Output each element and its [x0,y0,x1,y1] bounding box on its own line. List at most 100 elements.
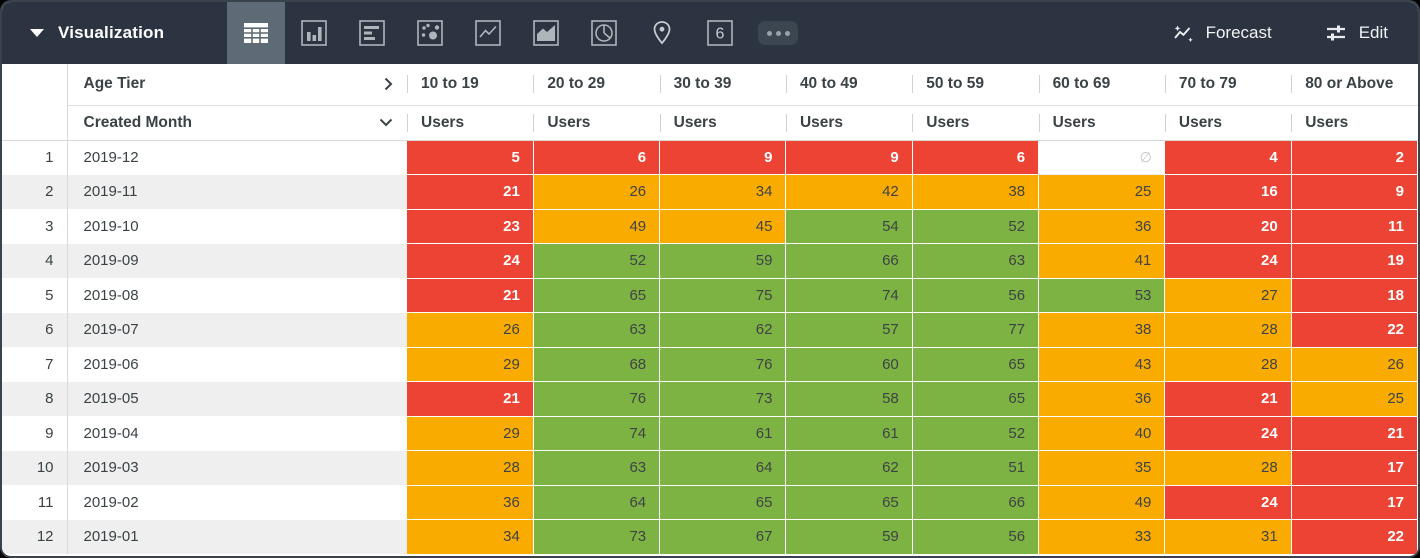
dimension-cell[interactable]: 2019-03 [67,450,407,485]
measure-cell[interactable]: 56 [912,519,1040,555]
measure-cell[interactable]: 49 [1038,485,1166,520]
dimension-cell[interactable]: 2019-01 [67,519,407,554]
measure-cell[interactable]: 65 [785,485,913,520]
measure-cell[interactable]: 26 [1291,347,1418,382]
measure-cell[interactable]: 62 [659,312,787,348]
measure-column-header[interactable]: Users [533,105,660,141]
measure-cell[interactable]: 28 [1164,312,1292,348]
measure-cell[interactable]: 28 [1164,347,1292,382]
measure-cell[interactable]: 75 [659,278,787,313]
measure-cell[interactable]: 61 [785,416,913,451]
measure-cell[interactable]: 23 [407,209,534,244]
measure-cell[interactable]: 76 [659,347,787,382]
measure-cell[interactable]: 6 [533,140,661,175]
viz-type-pie-chart-button[interactable] [575,2,633,64]
measure-cell[interactable]: 34 [407,519,534,555]
measure-cell[interactable]: 76 [533,381,661,417]
edit-button[interactable]: Edit [1324,21,1388,45]
measure-cell[interactable]: 25 [1038,174,1166,210]
viz-type-scatter-plot-button[interactable] [401,2,459,64]
measure-cell[interactable]: 65 [659,485,787,520]
pivot-column-header[interactable]: 10 to 19 [407,64,534,106]
measure-cell[interactable]: 21 [407,381,534,417]
measure-cell[interactable]: 43 [1038,347,1166,382]
measure-cell[interactable]: 29 [407,347,534,382]
viz-type-bar-chart-button[interactable] [343,2,401,64]
measure-cell[interactable]: 36 [407,485,534,520]
measure-cell[interactable]: 6 [912,140,1040,175]
measure-column-header[interactable]: Users [1038,105,1165,141]
measure-cell[interactable]: 74 [785,278,913,313]
pivot-column-header[interactable]: 20 to 29 [533,64,660,106]
measure-cell[interactable]: 24 [407,243,534,279]
measure-cell[interactable]: 9 [785,140,913,175]
measure-cell[interactable]: 31 [1164,519,1292,555]
measure-cell[interactable]: 21 [407,174,534,210]
measure-cell[interactable]: 58 [785,381,913,417]
measure-cell[interactable]: 22 [1291,519,1418,555]
measure-cell[interactable]: 52 [912,209,1040,244]
measure-cell[interactable]: 64 [533,485,661,520]
measure-cell[interactable]: 20 [1164,209,1292,244]
viz-type-more-options-button[interactable] [749,2,807,64]
measure-cell[interactable]: 26 [533,174,661,210]
viz-type-line-chart-button[interactable] [459,2,517,64]
measure-cell[interactable]: 51 [912,450,1040,486]
measure-cell[interactable]: 68 [533,347,661,382]
measure-cell[interactable]: 59 [659,243,787,279]
measure-column-header[interactable]: Users [1291,105,1418,141]
measure-cell[interactable]: 9 [659,140,787,175]
measure-cell[interactable]: 17 [1291,450,1418,486]
measure-cell[interactable]: 38 [912,174,1040,210]
measure-cell[interactable]: 60 [785,347,913,382]
viz-type-map-button[interactable] [633,2,691,64]
measure-cell[interactable]: 65 [533,278,661,313]
measure-cell[interactable]: 36 [1038,209,1166,244]
pivot-column-header[interactable]: 60 to 69 [1038,64,1165,106]
dimension-cell[interactable]: 2019-05 [67,381,407,416]
measure-cell[interactable]: 16 [1164,174,1292,210]
measure-cell[interactable]: 35 [1038,450,1166,486]
measure-cell[interactable]: 33 [1038,519,1166,555]
visualization-selector[interactable]: Visualization [2,23,227,43]
measure-cell[interactable]: 63 [912,243,1040,279]
measure-cell[interactable]: 22 [1291,312,1418,348]
dimension-field-header[interactable]: Created Month [67,105,407,141]
measure-cell[interactable]: 66 [785,243,913,279]
measure-cell[interactable]: 21 [407,278,534,313]
measure-cell[interactable]: 25 [1291,381,1418,417]
measure-cell[interactable]: 52 [912,416,1040,451]
measure-cell[interactable]: 45 [659,209,787,244]
measure-cell[interactable]: 56 [912,278,1040,313]
measure-cell[interactable]: 73 [533,519,661,555]
dimension-cell[interactable]: 2019-06 [83,355,139,373]
measure-cell[interactable]: 11 [1291,209,1418,244]
measure-cell[interactable]: 28 [407,450,534,486]
measure-cell[interactable]: 62 [785,450,913,486]
measure-cell[interactable]: 27 [1164,278,1292,313]
measure-cell[interactable]: 26 [407,312,534,348]
measure-cell[interactable]: 18 [1291,278,1418,313]
measure-cell[interactable]: 21 [1291,416,1418,451]
chevron-down-icon[interactable] [379,118,393,127]
pivot-field-header[interactable]: Age Tier [67,64,407,106]
measure-cell[interactable]: 36 [1038,381,1166,417]
measure-cell[interactable]: 63 [533,312,661,348]
measure-cell[interactable]: 54 [785,209,913,244]
measure-cell[interactable]: 57 [785,312,913,348]
measure-cell[interactable]: 29 [407,416,534,451]
dimension-cell[interactable]: 2019-11 [67,174,407,209]
measure-cell[interactable]: 9 [1291,174,1418,210]
measure-cell[interactable]: ∅ [1038,140,1165,175]
measure-column-header[interactable]: Users [912,105,1039,141]
measure-cell[interactable]: 52 [533,243,661,279]
dimension-cell[interactable]: 2019-08 [83,286,139,304]
measure-cell[interactable]: 77 [912,312,1040,348]
measure-cell[interactable]: 65 [912,347,1040,382]
measure-cell[interactable]: 34 [659,174,787,210]
measure-cell[interactable]: 24 [1164,416,1292,451]
measure-cell[interactable]: 63 [533,450,661,486]
dimension-cell[interactable]: 2019-10 [83,217,139,235]
measure-column-header[interactable]: Users [1164,105,1292,141]
measure-cell[interactable]: 17 [1291,485,1418,520]
